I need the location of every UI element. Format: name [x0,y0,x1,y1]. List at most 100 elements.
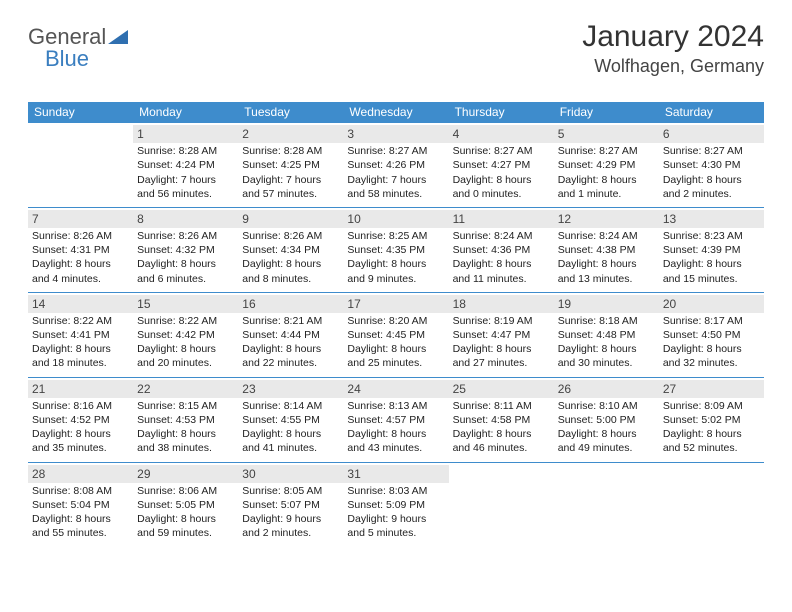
calendar-header-row: Sunday Monday Tuesday Wednesday Thursday… [28,102,764,123]
calendar-cell: 28Sunrise: 8:08 AMSunset: 5:04 PMDayligh… [28,462,133,546]
cell-line: Sunset: 5:07 PM [242,498,339,512]
cell-line: Daylight: 8 hours [453,173,550,187]
cell-line: Daylight: 9 hours [347,512,444,526]
day-header: Tuesday [238,102,343,123]
cell-line: and 55 minutes. [32,526,129,540]
cell-line: Sunrise: 8:26 AM [137,229,234,243]
cell-line: Daylight: 7 hours [347,173,444,187]
calendar-cell: 6Sunrise: 8:27 AMSunset: 4:30 PMDaylight… [659,123,764,208]
cell-line: and 0 minutes. [453,187,550,201]
cell-line: and 27 minutes. [453,356,550,370]
calendar-week-row: 28Sunrise: 8:08 AMSunset: 5:04 PMDayligh… [28,462,764,546]
day-number: 12 [554,210,659,228]
cell-line: Daylight: 8 hours [347,427,444,441]
cell-line: Daylight: 8 hours [663,257,760,271]
cell-line: Sunset: 5:05 PM [137,498,234,512]
cell-line: Sunrise: 8:17 AM [663,314,760,328]
cell-line: Sunrise: 8:06 AM [137,484,234,498]
cell-line: Daylight: 8 hours [137,427,234,441]
cell-line: and 18 minutes. [32,356,129,370]
cell-line: Sunrise: 8:03 AM [347,484,444,498]
calendar-cell: 21Sunrise: 8:16 AMSunset: 4:52 PMDayligh… [28,377,133,462]
calendar-week-row: 14Sunrise: 8:22 AMSunset: 4:41 PMDayligh… [28,292,764,377]
cell-line: and 11 minutes. [453,272,550,286]
calendar-week-row: 7Sunrise: 8:26 AMSunset: 4:31 PMDaylight… [28,207,764,292]
location: Wolfhagen, Germany [582,56,764,77]
cell-line: Sunrise: 8:27 AM [663,144,760,158]
cell-line: Sunset: 4:32 PM [137,243,234,257]
cell-line: and 57 minutes. [242,187,339,201]
cell-line: and 6 minutes. [137,272,234,286]
calendar-cell [659,462,764,546]
cell-line: Sunset: 4:41 PM [32,328,129,342]
calendar-week-row: 21Sunrise: 8:16 AMSunset: 4:52 PMDayligh… [28,377,764,462]
cell-line: Daylight: 8 hours [558,173,655,187]
month-title: January 2024 [582,20,764,54]
calendar-cell: 5Sunrise: 8:27 AMSunset: 4:29 PMDaylight… [554,123,659,208]
cell-line: and 30 minutes. [558,356,655,370]
cell-line: Daylight: 8 hours [137,257,234,271]
calendar-cell: 14Sunrise: 8:22 AMSunset: 4:41 PMDayligh… [28,292,133,377]
day-number: 13 [659,210,764,228]
day-number: 1 [133,125,238,143]
cell-line: Sunrise: 8:15 AM [137,399,234,413]
day-number: 19 [554,295,659,313]
cell-line: Daylight: 8 hours [347,257,444,271]
day-header: Saturday [659,102,764,123]
cell-line: Daylight: 8 hours [453,257,550,271]
day-number: 25 [449,380,554,398]
calendar-cell: 18Sunrise: 8:19 AMSunset: 4:47 PMDayligh… [449,292,554,377]
cell-line: Daylight: 8 hours [32,427,129,441]
day-number: 9 [238,210,343,228]
cell-line: Daylight: 8 hours [663,342,760,356]
header-right: January 2024 Wolfhagen, Germany [582,20,764,77]
cell-line: Daylight: 7 hours [137,173,234,187]
day-number: 3 [343,125,448,143]
cell-line: Sunset: 4:25 PM [242,158,339,172]
cell-line: and 8 minutes. [242,272,339,286]
cell-line: Sunrise: 8:27 AM [453,144,550,158]
cell-line: Sunset: 4:44 PM [242,328,339,342]
day-number: 10 [343,210,448,228]
calendar-cell: 19Sunrise: 8:18 AMSunset: 4:48 PMDayligh… [554,292,659,377]
cell-line: Daylight: 8 hours [453,342,550,356]
cell-line: Sunrise: 8:16 AM [32,399,129,413]
calendar-cell [28,123,133,208]
day-number: 28 [28,465,133,483]
day-number: 31 [343,465,448,483]
cell-line: Sunrise: 8:25 AM [347,229,444,243]
calendar-table: Sunday Monday Tuesday Wednesday Thursday… [28,102,764,546]
day-header: Thursday [449,102,554,123]
calendar-cell: 9Sunrise: 8:26 AMSunset: 4:34 PMDaylight… [238,207,343,292]
cell-line: Sunset: 4:34 PM [242,243,339,257]
logo-text-blue: Blue [45,46,89,72]
cell-line: Sunrise: 8:27 AM [558,144,655,158]
cell-line: Sunrise: 8:21 AM [242,314,339,328]
cell-line: and 35 minutes. [32,441,129,455]
cell-line: Sunset: 4:39 PM [663,243,760,257]
calendar-cell: 23Sunrise: 8:14 AMSunset: 4:55 PMDayligh… [238,377,343,462]
cell-line: Sunset: 4:27 PM [453,158,550,172]
cell-line: Sunset: 4:52 PM [32,413,129,427]
cell-line: Sunset: 4:26 PM [347,158,444,172]
day-number: 7 [28,210,133,228]
cell-line: and 32 minutes. [663,356,760,370]
cell-line: Daylight: 8 hours [32,512,129,526]
cell-line: Daylight: 8 hours [347,342,444,356]
cell-line: Daylight: 8 hours [32,342,129,356]
cell-line: and 38 minutes. [137,441,234,455]
day-number: 22 [133,380,238,398]
cell-line: Sunrise: 8:26 AM [32,229,129,243]
cell-line: and 58 minutes. [347,187,444,201]
cell-line: and 49 minutes. [558,441,655,455]
cell-line: Sunset: 4:48 PM [558,328,655,342]
cell-line: Sunrise: 8:14 AM [242,399,339,413]
cell-line: Sunset: 4:55 PM [242,413,339,427]
cell-line: Sunrise: 8:09 AM [663,399,760,413]
logo-triangle-icon [108,28,128,46]
cell-line: and 22 minutes. [242,356,339,370]
cell-line: Daylight: 8 hours [663,173,760,187]
cell-line: and 1 minute. [558,187,655,201]
calendar-cell: 3Sunrise: 8:27 AMSunset: 4:26 PMDaylight… [343,123,448,208]
cell-line: Sunset: 5:02 PM [663,413,760,427]
